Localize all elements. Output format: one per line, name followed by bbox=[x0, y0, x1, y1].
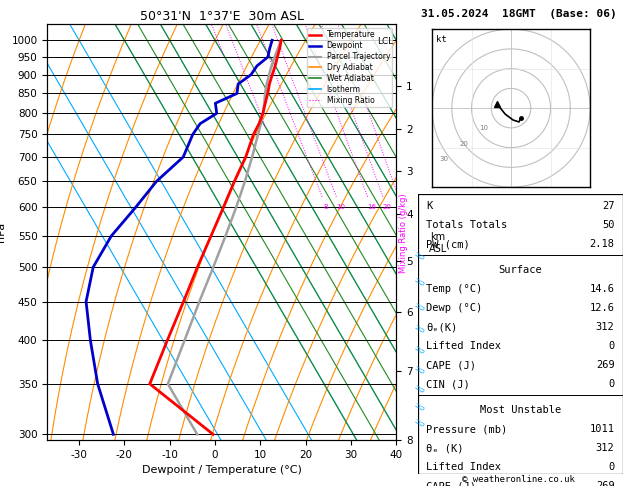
Text: 2.18: 2.18 bbox=[589, 240, 615, 249]
Text: 25: 25 bbox=[398, 205, 407, 210]
Text: K: K bbox=[426, 201, 433, 211]
Text: Dewp (°C): Dewp (°C) bbox=[426, 303, 482, 313]
Text: Pressure (mb): Pressure (mb) bbox=[426, 424, 508, 434]
Text: CAPE (J): CAPE (J) bbox=[426, 482, 476, 486]
Text: 50: 50 bbox=[602, 220, 615, 230]
Text: 312: 312 bbox=[596, 443, 615, 453]
Text: 0: 0 bbox=[608, 462, 615, 472]
Text: 27: 27 bbox=[602, 201, 615, 211]
Y-axis label: hPa: hPa bbox=[0, 222, 6, 242]
Text: ⊃⊃: ⊃⊃ bbox=[413, 384, 426, 395]
Text: 16: 16 bbox=[367, 205, 376, 210]
Text: © weatheronline.co.uk: © weatheronline.co.uk bbox=[462, 475, 576, 484]
Text: 269: 269 bbox=[596, 361, 615, 370]
Text: 14.6: 14.6 bbox=[589, 284, 615, 295]
Text: ⊃⊃: ⊃⊃ bbox=[413, 251, 426, 262]
Text: 20: 20 bbox=[382, 205, 391, 210]
Text: CIN (J): CIN (J) bbox=[426, 380, 470, 389]
Text: 12.6: 12.6 bbox=[589, 303, 615, 313]
Text: 312: 312 bbox=[596, 322, 615, 332]
Text: 1011: 1011 bbox=[589, 424, 615, 434]
Text: 30: 30 bbox=[440, 156, 448, 162]
Text: Most Unstable: Most Unstable bbox=[480, 405, 561, 416]
Text: PW (cm): PW (cm) bbox=[426, 240, 470, 249]
Text: 8: 8 bbox=[324, 205, 328, 210]
Y-axis label: km
ASL: km ASL bbox=[428, 232, 447, 254]
Text: 10: 10 bbox=[336, 205, 345, 210]
Text: Temp (°C): Temp (°C) bbox=[426, 284, 482, 295]
Text: 10: 10 bbox=[479, 125, 488, 131]
Text: CAPE (J): CAPE (J) bbox=[426, 361, 476, 370]
Text: Totals Totals: Totals Totals bbox=[426, 220, 508, 230]
Text: θₑ (K): θₑ (K) bbox=[426, 443, 464, 453]
Text: ⊃⊃: ⊃⊃ bbox=[413, 418, 426, 430]
X-axis label: Dewpoint / Temperature (°C): Dewpoint / Temperature (°C) bbox=[142, 465, 302, 475]
Text: Lifted Index: Lifted Index bbox=[426, 341, 501, 351]
Text: 31.05.2024  18GMT  (Base: 06): 31.05.2024 18GMT (Base: 06) bbox=[421, 9, 617, 19]
Title: 50°31'N  1°37'E  30m ASL: 50°31'N 1°37'E 30m ASL bbox=[140, 10, 304, 23]
Text: 20: 20 bbox=[459, 140, 468, 147]
Legend: Temperature, Dewpoint, Parcel Trajectory, Dry Adiabat, Wet Adiabat, Isotherm, Mi: Temperature, Dewpoint, Parcel Trajectory… bbox=[307, 28, 392, 107]
Text: ⊃⊃: ⊃⊃ bbox=[413, 365, 426, 376]
Text: θₑ(K): θₑ(K) bbox=[426, 322, 458, 332]
Text: ⊃⊃: ⊃⊃ bbox=[413, 345, 426, 356]
Text: 269: 269 bbox=[596, 482, 615, 486]
Text: ⊃⊃: ⊃⊃ bbox=[413, 278, 426, 288]
Text: ⊃⊃: ⊃⊃ bbox=[413, 401, 426, 413]
Text: ⊃⊃: ⊃⊃ bbox=[413, 324, 426, 335]
Text: kt: kt bbox=[436, 35, 447, 44]
Text: ⊃⊃: ⊃⊃ bbox=[413, 302, 426, 312]
Text: Lifted Index: Lifted Index bbox=[426, 462, 501, 472]
Text: 0: 0 bbox=[608, 380, 615, 389]
Text: Mixing Ratio (g/kg): Mixing Ratio (g/kg) bbox=[399, 193, 408, 273]
Text: LCL: LCL bbox=[377, 37, 394, 46]
Text: Surface: Surface bbox=[499, 265, 542, 276]
Text: 0: 0 bbox=[608, 341, 615, 351]
